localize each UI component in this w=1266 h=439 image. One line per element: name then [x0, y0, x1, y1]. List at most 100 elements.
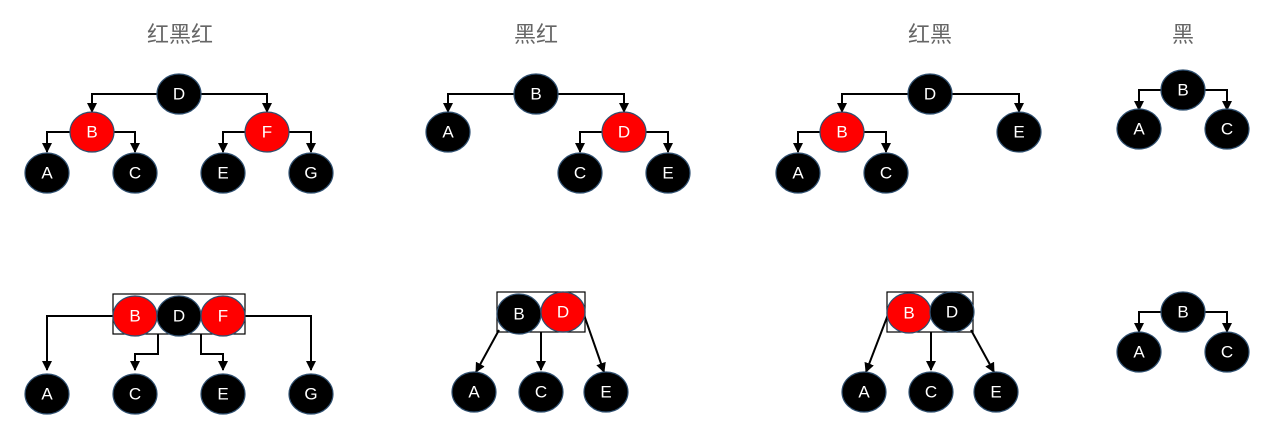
node-label: B	[86, 123, 97, 142]
node-label: C	[1221, 343, 1233, 362]
node-shape-a	[1116, 108, 1162, 150]
node-b: B	[886, 292, 932, 334]
node-shape-e	[996, 111, 1042, 153]
node-g: G	[288, 152, 334, 194]
edge-b-a	[443, 93, 514, 113]
node-c: C	[1204, 108, 1250, 150]
node-shape-e	[645, 152, 691, 194]
node-a: A	[24, 152, 70, 194]
rb-btree-edges	[864, 291, 995, 373]
node-shape-d	[156, 73, 202, 115]
node-shape-b	[69, 111, 115, 153]
edge-to-c	[130, 334, 159, 371]
node-label: E	[1013, 123, 1024, 142]
node-c: C	[863, 152, 909, 194]
node-c: C	[518, 371, 564, 413]
br-tree-edges	[443, 93, 673, 153]
edge-f-e	[218, 131, 246, 153]
node-g: G	[288, 373, 334, 415]
edge-d-f	[200, 93, 272, 113]
node-label: B	[513, 305, 524, 324]
node-shape-a	[24, 373, 70, 415]
node-shape-d	[907, 73, 953, 115]
node-label: D	[173, 85, 185, 104]
node-label: C	[1221, 120, 1233, 139]
node-label: E	[600, 383, 611, 402]
node-label: G	[304, 164, 317, 183]
node-label: D	[946, 303, 958, 322]
node-label: E	[990, 383, 1001, 402]
node-label: F	[218, 307, 228, 326]
node-b: B	[1160, 291, 1206, 333]
node-shape-c	[518, 371, 564, 413]
node-shape-e	[583, 371, 629, 413]
node-d: D	[929, 291, 975, 333]
b-btree-edges	[1134, 311, 1232, 333]
node-label: C	[925, 383, 937, 402]
node-shape-a	[775, 152, 821, 194]
node-b: B	[112, 295, 158, 337]
node-b: B	[1160, 69, 1206, 111]
node-label: B	[1177, 303, 1188, 322]
node-shape-a	[841, 371, 887, 413]
node-label: A	[442, 123, 454, 142]
edge-b-a	[42, 131, 70, 153]
rb-btree-nodes: B D A C E	[841, 291, 1019, 413]
node-label: G	[304, 385, 317, 404]
node-e: E	[200, 152, 246, 194]
node-label: E	[662, 164, 673, 183]
node-b: B	[496, 293, 542, 335]
node-c: C	[557, 152, 603, 194]
rb-tree-edges	[793, 93, 1024, 153]
column-title-red-black: 红黑	[907, 23, 953, 48]
node-d: D	[156, 295, 202, 337]
node-label: C	[574, 164, 586, 183]
node-shape-e	[200, 152, 246, 194]
b-tree-nodes: B A C	[1116, 69, 1250, 150]
node-shape-g	[288, 373, 334, 415]
node-e: E	[200, 373, 246, 415]
b-btree-nodes: B A C	[1116, 291, 1250, 373]
node-shape-d	[929, 291, 975, 333]
node-label: A	[792, 164, 804, 183]
edge-to-e	[582, 311, 606, 373]
node-label: D	[618, 123, 630, 142]
node-a: A	[1116, 331, 1162, 373]
node-shape-d	[601, 111, 647, 153]
node-shape-c	[1204, 331, 1250, 373]
node-a: A	[775, 152, 821, 194]
rbr-tree-nodes: D B F A C E G	[24, 73, 334, 194]
node-b: B	[513, 73, 559, 115]
edge-to-g	[245, 315, 316, 371]
column-title-black-red: 黑红	[513, 23, 559, 48]
node-shape-d	[540, 291, 586, 333]
node-label: C	[129, 385, 141, 404]
node-e: E	[645, 152, 691, 194]
node-a: A	[451, 371, 497, 413]
edge-f-g	[288, 131, 316, 153]
br-tree-nodes: B A D C E	[425, 73, 691, 194]
node-shape-c	[863, 152, 909, 194]
edge-b-c	[112, 131, 140, 153]
node-label: D	[557, 303, 569, 322]
node-label: C	[880, 164, 892, 183]
node-shape-e	[200, 373, 246, 415]
column-title-black: 黑	[1171, 23, 1195, 48]
node-label: B	[903, 304, 914, 323]
edge-b-c	[1205, 89, 1232, 111]
node-label: D	[924, 85, 936, 104]
node-a: A	[24, 373, 70, 415]
node-label: F	[262, 123, 272, 142]
node-d: D	[601, 111, 647, 153]
edge-b-c	[864, 131, 891, 153]
node-shape-f	[244, 111, 290, 153]
edge-b-d	[557, 93, 629, 113]
edge-to-a	[864, 311, 890, 373]
node-a: A	[425, 111, 471, 153]
node-shape-c	[908, 371, 954, 413]
node-shape-b	[819, 111, 865, 153]
node-label: E	[217, 385, 228, 404]
edge-d-b	[87, 93, 158, 113]
node-label: B	[129, 307, 140, 326]
